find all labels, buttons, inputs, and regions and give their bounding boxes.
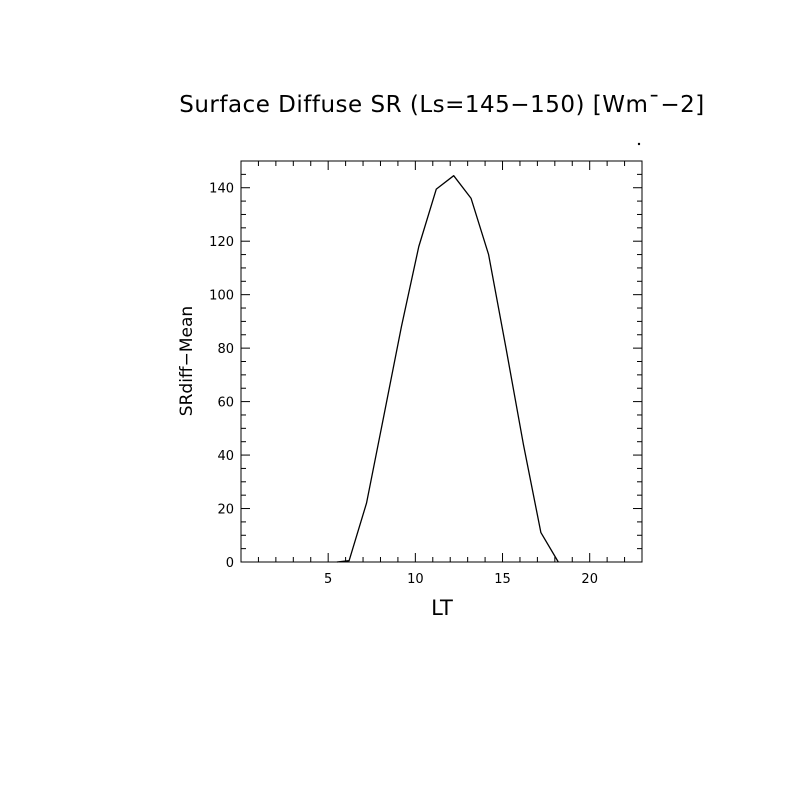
y-tick-label: 120 [209,235,234,250]
y-tick-label: 140 [209,182,234,197]
x-axis-label: LT [431,596,453,620]
series-line [336,175,559,563]
y-tick-label: 40 [217,449,234,464]
corner-dot [637,142,641,146]
y-tick-label: 80 [217,342,234,357]
x-tick-label: 15 [494,572,511,587]
x-tick-label: 20 [581,572,598,587]
plot-area: 5 10 15 20 0 20 40 60 80 100 120 140 [209,160,643,587]
y-tick-label: 60 [217,396,234,411]
y-tick-label: 100 [209,289,234,304]
y-axis-label: SRdiff−Mean [177,306,197,416]
plot-frame [240,160,643,563]
y-tick-label: 0 [226,556,234,571]
x-tick-label: 10 [407,572,424,587]
x-tick-label: 5 [324,572,332,587]
chart-title: Surface Diffuse SR (Ls=145−150) [Wm¯−2] [179,92,705,118]
y-tick-label: 20 [217,503,234,518]
